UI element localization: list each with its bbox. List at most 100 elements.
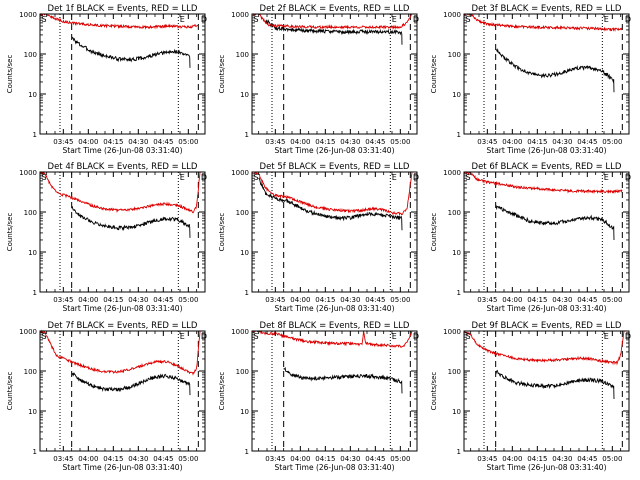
y-tick-label: 100 [448,209,461,217]
panel-title: Det 1f BLACK = Events, RED = LLD [48,4,198,14]
interval-marker-d: D [625,173,631,182]
y-tick-label: 1000 [231,169,249,177]
series-events-line [495,369,615,400]
x-tick-label: 03:45 [53,296,73,304]
x-tick-label: 04:30 [552,455,572,463]
interval-marker-s: S [41,173,46,182]
x-tick-label: 05:00 [390,296,410,304]
y-tick-label: 10 [452,249,461,257]
plot-frame [251,13,418,135]
series-events-line [495,48,615,93]
y-tick-label: 1 [457,448,461,456]
interval-marker-d: D [413,15,419,24]
series-lld-line [39,171,201,214]
series-events-line [258,177,403,231]
x-tick-label: 04:45 [153,138,173,146]
x-tick-label: 04:00 [290,455,310,463]
x-tick-label: 04:15 [103,296,123,304]
interval-marker-e: E [604,332,609,341]
y-tick-label: 1 [33,448,37,456]
y-axis-label: Counts/sec [430,213,438,252]
x-tick-label: 04:30 [340,296,360,304]
interval-marker-s: S [41,332,46,341]
y-tick-label: 1 [245,131,249,139]
x-tick-label: 04:00 [502,296,522,304]
y-tick-label: 100 [236,209,249,217]
plot-frame [251,330,418,452]
series-events-line [71,372,191,396]
series-lld-line [463,330,625,366]
x-tick-label: 03:45 [265,138,285,146]
x-axis-label: Start Time (26-Jun-08 03:31:40) [63,463,183,472]
x-tick-label: 04:00 [290,138,310,146]
x-tick-label: 04:45 [577,455,597,463]
y-tick-label: 10 [28,408,37,416]
interval-marker-e: E [392,173,397,182]
x-tick-label: 04:45 [365,138,385,146]
x-tick-label: 04:30 [128,455,148,463]
interval-marker-d: D [201,173,207,182]
x-tick-label: 04:15 [527,296,547,304]
panel-title: Det 7f BLACK = Events, RED = LLD [48,321,198,331]
y-tick-label: 10 [240,91,249,99]
y-axis-label: Counts/sec [6,55,14,94]
x-tick-label: 04:00 [502,455,522,463]
x-tick-label: 04:45 [365,455,385,463]
x-tick-label: 04:00 [502,138,522,146]
y-tick-label: 1 [33,131,37,139]
x-tick-label: 05:00 [178,455,198,463]
y-axis-label: Counts/sec [218,213,226,252]
panel-title: Det 8f BLACK = Events, RED = LLD [260,321,410,331]
panel-det-9: Det 9f BLACK = Events, RED = LLD Counts/s… [430,321,631,472]
series-lld-line [251,13,413,31]
x-axis-label: Start Time (26-Jun-08 03:31:40) [275,463,395,472]
x-tick-label: 04:30 [340,138,360,146]
x-tick-label: 04:45 [577,138,597,146]
y-tick-label: 1000 [231,328,249,336]
x-tick-label: 04:30 [340,455,360,463]
x-tick-label: 03:45 [265,296,285,304]
plot-frame [463,330,630,452]
x-tick-label: 03:45 [53,455,73,463]
y-tick-label: 100 [24,368,37,376]
series-events-line [283,366,403,394]
x-tick-label: 04:15 [315,138,335,146]
interval-marker-d: D [625,332,631,341]
y-tick-label: 1 [457,131,461,139]
panel-title: Det 4f BLACK = Events, RED = LLD [48,162,198,172]
x-tick-label: 03:45 [477,296,497,304]
panel-det-3: Det 3f BLACK = Events, RED = LLD Counts/s… [430,4,631,155]
plot-frame [463,171,630,293]
y-tick-label: 1000 [19,328,37,336]
x-tick-label: 04:15 [527,455,547,463]
y-axis-label: Counts/sec [218,372,226,411]
interval-marker-e: E [392,15,397,24]
interval-marker-e: E [180,173,185,182]
y-tick-label: 100 [236,368,249,376]
panel-det-7: Det 7f BLACK = Events, RED = LLD Counts/s… [6,321,207,472]
series-lld-line [39,329,201,376]
x-tick-label: 04:45 [365,296,385,304]
x-tick-label: 04:30 [552,296,572,304]
y-tick-label: 100 [448,368,461,376]
interval-marker-s: S [253,332,258,341]
y-tick-label: 100 [236,51,249,59]
panel-det-5: Det 5f BLACK = Events, RED = LLD Counts/s… [218,162,419,313]
interval-marker-e: E [604,15,609,24]
x-tick-label: 04:00 [78,296,98,304]
panel-det-4: Det 4f BLACK = Events, RED = LLD Counts/s… [6,162,207,313]
x-tick-label: 04:45 [577,296,597,304]
y-tick-label: 1 [245,289,249,297]
y-tick-label: 1000 [443,169,461,177]
interval-marker-d: D [625,15,631,24]
y-tick-label: 1000 [19,11,37,19]
interval-marker-s: S [253,15,258,24]
y-tick-label: 10 [240,408,249,416]
x-tick-label: 05:00 [390,138,410,146]
x-tick-label: 05:00 [178,138,198,146]
series-lld-line [39,13,198,30]
y-tick-label: 100 [448,51,461,59]
x-axis-label: Start Time (26-Jun-08 03:31:40) [487,304,607,313]
y-axis-label: Counts/sec [430,55,438,94]
